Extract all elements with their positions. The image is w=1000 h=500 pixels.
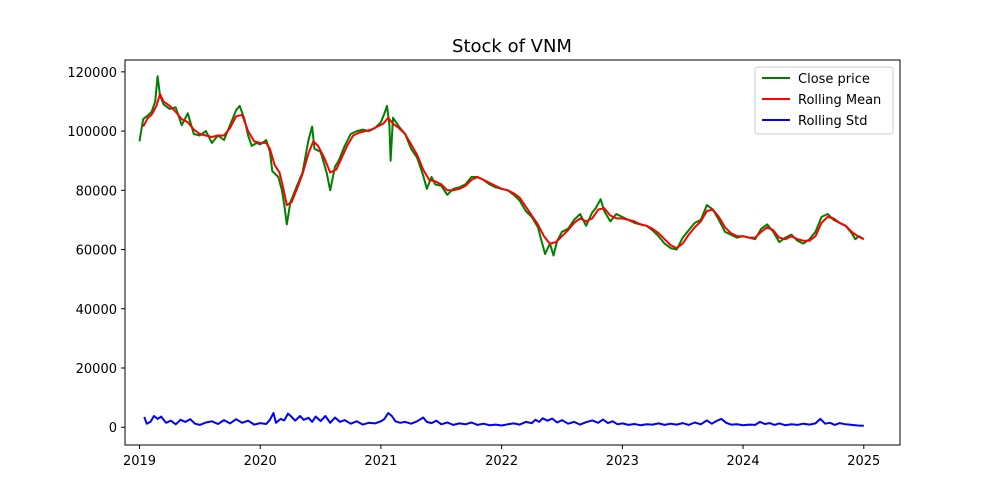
legend: Close price Rolling Mean Rolling Std [754,66,894,135]
x-tick-label: 2019 [123,454,156,469]
series-line-rolling-std [143,412,864,427]
y-axis: 0 20000 40000 60000 80000 100000 120000 [67,66,125,436]
x-tick-label: 2022 [485,454,518,469]
x-tick-label: 2025 [847,454,880,469]
plot-frame [124,59,901,446]
series-line-rolling-mean [142,93,865,250]
x-tick-label: 2020 [244,454,277,469]
y-tick-label: 80000 [76,184,117,199]
chart-title: Stock of VNM [452,36,572,57]
legend-label-rolling-mean: Rolling Mean [798,93,881,108]
x-tick-label: 2024 [727,454,760,469]
legend-label-rolling-std: Rolling Std [798,114,867,129]
x-tick-label: 2023 [606,454,639,469]
lines-layer [138,75,865,427]
legend-label-close-price: Close price [798,72,870,87]
y-tick-label: 0 [109,421,117,436]
y-tick-label: 40000 [76,303,117,318]
series-line-close-price [138,75,865,257]
x-axis: 2019 2020 2021 2022 2023 2024 2025 [123,445,880,469]
x-tick-label: 2021 [364,454,397,469]
y-tick-label: 20000 [76,362,117,377]
legend-box [754,66,894,135]
y-tick-label: 100000 [67,125,117,140]
y-tick-label: 60000 [76,244,117,259]
y-tick-label: 120000 [67,66,117,81]
plot-area [124,59,901,446]
